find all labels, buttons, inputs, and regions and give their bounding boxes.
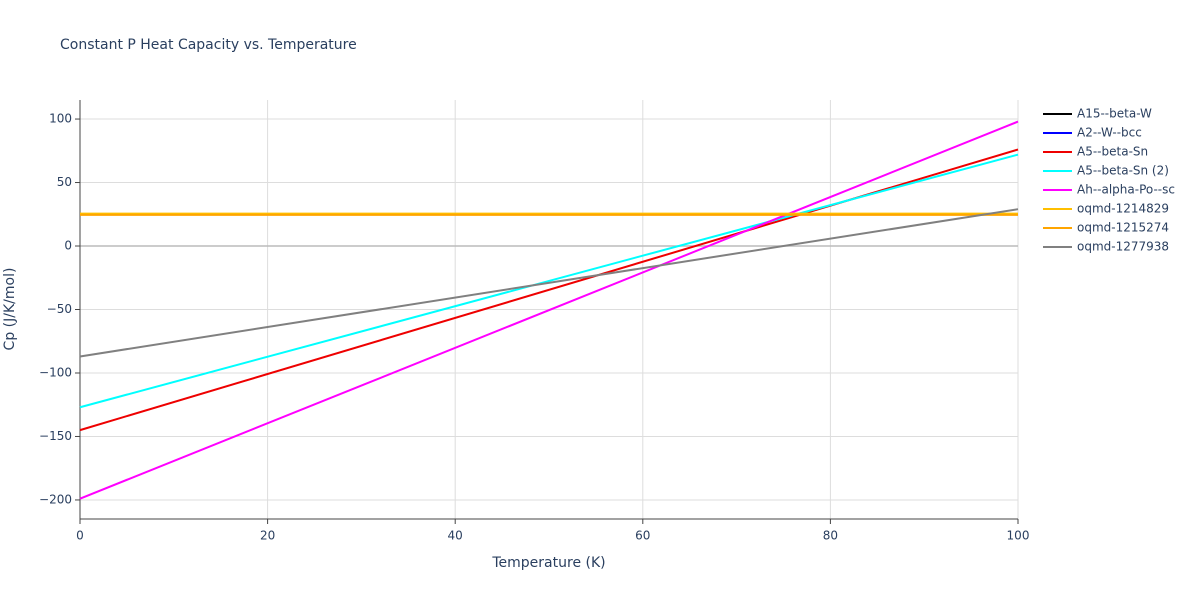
x-tick-label: 60 xyxy=(635,529,650,543)
legend-label: A15--beta-W xyxy=(1077,107,1152,121)
y-tick-label: 50 xyxy=(57,175,72,189)
x-tick-label: 80 xyxy=(823,529,838,543)
legend-label: A5--beta-Sn xyxy=(1077,145,1148,159)
x-tick-label: 20 xyxy=(260,529,275,543)
x-tick-label: 0 xyxy=(76,529,84,543)
x-tick-label: 100 xyxy=(1007,529,1030,543)
series-line xyxy=(79,208,1019,358)
series-line xyxy=(79,120,1019,500)
legend-label: oqmd-1277938 xyxy=(1077,240,1169,254)
y-tick-label: −150 xyxy=(39,429,72,443)
legend-label: oqmd-1215274 xyxy=(1077,221,1169,235)
x-tick-label: 40 xyxy=(448,529,463,543)
chart-title: Constant P Heat Capacity vs. Temperature xyxy=(60,37,357,53)
legend-label: oqmd-1214829 xyxy=(1077,202,1169,216)
y-tick-label: −50 xyxy=(47,302,72,316)
series-line xyxy=(79,153,1019,409)
x-axis-title: Temperature (K) xyxy=(491,555,605,571)
legend-label: Ah--alpha-Po--sc xyxy=(1077,183,1175,197)
y-axis-title: Cp (J/K/mol) xyxy=(2,268,18,351)
y-tick-label: −200 xyxy=(39,492,72,506)
legend-label: A5--beta-Sn (2) xyxy=(1077,164,1169,178)
y-tick-label: 100 xyxy=(49,112,72,126)
y-tick-label: 0 xyxy=(64,239,72,253)
y-tick-label: −100 xyxy=(39,365,72,379)
legend-label: A2--W--bcc xyxy=(1077,126,1142,140)
